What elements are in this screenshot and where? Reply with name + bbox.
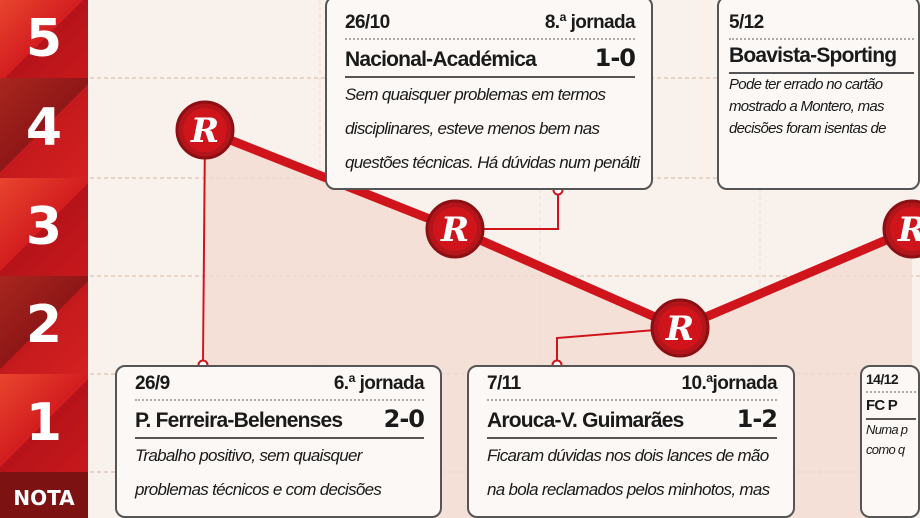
marker-glyph: R bbox=[665, 309, 694, 349]
axis-title: NOTA bbox=[0, 472, 88, 518]
data-point-marker: R bbox=[650, 298, 710, 358]
data-point-marker: R bbox=[425, 199, 485, 259]
match-comment: Ficaram dúvidas nos dois lances de mão na… bbox=[487, 446, 770, 499]
match-teams: Arouca-V. Guimarães bbox=[487, 409, 684, 432]
data-point-marker: R bbox=[882, 199, 920, 259]
marker-glyph: R bbox=[440, 210, 469, 250]
match-round: 10.ªjornada bbox=[681, 373, 778, 394]
match-card: 5/12 Boavista-Sporting Pode ter errado n… bbox=[717, 0, 920, 190]
connector-line bbox=[202, 129, 206, 366]
axis-label-2: 2 bbox=[0, 276, 88, 374]
match-card: 26/10 8.ª jornada Nacional-Académica 1-0 S… bbox=[325, 0, 653, 190]
axis-label-3: 3 bbox=[0, 178, 88, 276]
match-teams: P. Ferreira-Belenenses bbox=[135, 409, 343, 432]
match-card: 26/9 6.ª jornada P. Ferreira-Belenenses 2-… bbox=[115, 365, 442, 518]
match-card: 14/12 FC P Numa p como q bbox=[860, 365, 920, 518]
match-date: 26/9 bbox=[135, 373, 170, 394]
match-round: 6.ª jornada bbox=[333, 373, 425, 394]
match-comment: Numa p como q bbox=[866, 422, 908, 457]
match-teams: Boavista-Sporting bbox=[729, 44, 897, 67]
connector-line bbox=[556, 327, 681, 365]
connector-line bbox=[455, 190, 559, 230]
match-teams: FC P bbox=[866, 397, 898, 414]
match-date: 26/10 bbox=[345, 12, 390, 33]
axis-label-1: 1 bbox=[0, 374, 88, 472]
match-score: 1-2 bbox=[736, 405, 778, 433]
axis-label-4: 4 bbox=[0, 78, 88, 178]
match-score: 2-0 bbox=[383, 405, 425, 433]
match-date: 7/11 bbox=[487, 373, 521, 394]
marker-glyph: R bbox=[897, 210, 920, 250]
marker-glyph: R bbox=[190, 111, 219, 151]
data-point-marker: R bbox=[175, 100, 235, 160]
match-card: 7/11 10.ªjornada Arouca-V. Guimarães 1-2 F… bbox=[467, 365, 795, 518]
match-round: 8.ª jornada bbox=[544, 12, 636, 33]
match-date: 5/12 bbox=[729, 12, 764, 33]
match-comment: Sem quaisquer problemas em termos discipl… bbox=[345, 85, 640, 172]
match-comment: Pode ter errado no cartão mostrado a Mont… bbox=[729, 76, 886, 137]
match-teams: Nacional-Académica bbox=[345, 48, 537, 71]
grade-axis: 5 4 3 2 1 NOTA bbox=[0, 0, 88, 518]
axis-label-5: 5 bbox=[0, 0, 88, 78]
match-comment: Trabalho positivo, sem quaisquer problema… bbox=[135, 446, 382, 499]
match-date: 14/12 bbox=[866, 371, 899, 387]
match-score: 1-0 bbox=[594, 44, 636, 72]
